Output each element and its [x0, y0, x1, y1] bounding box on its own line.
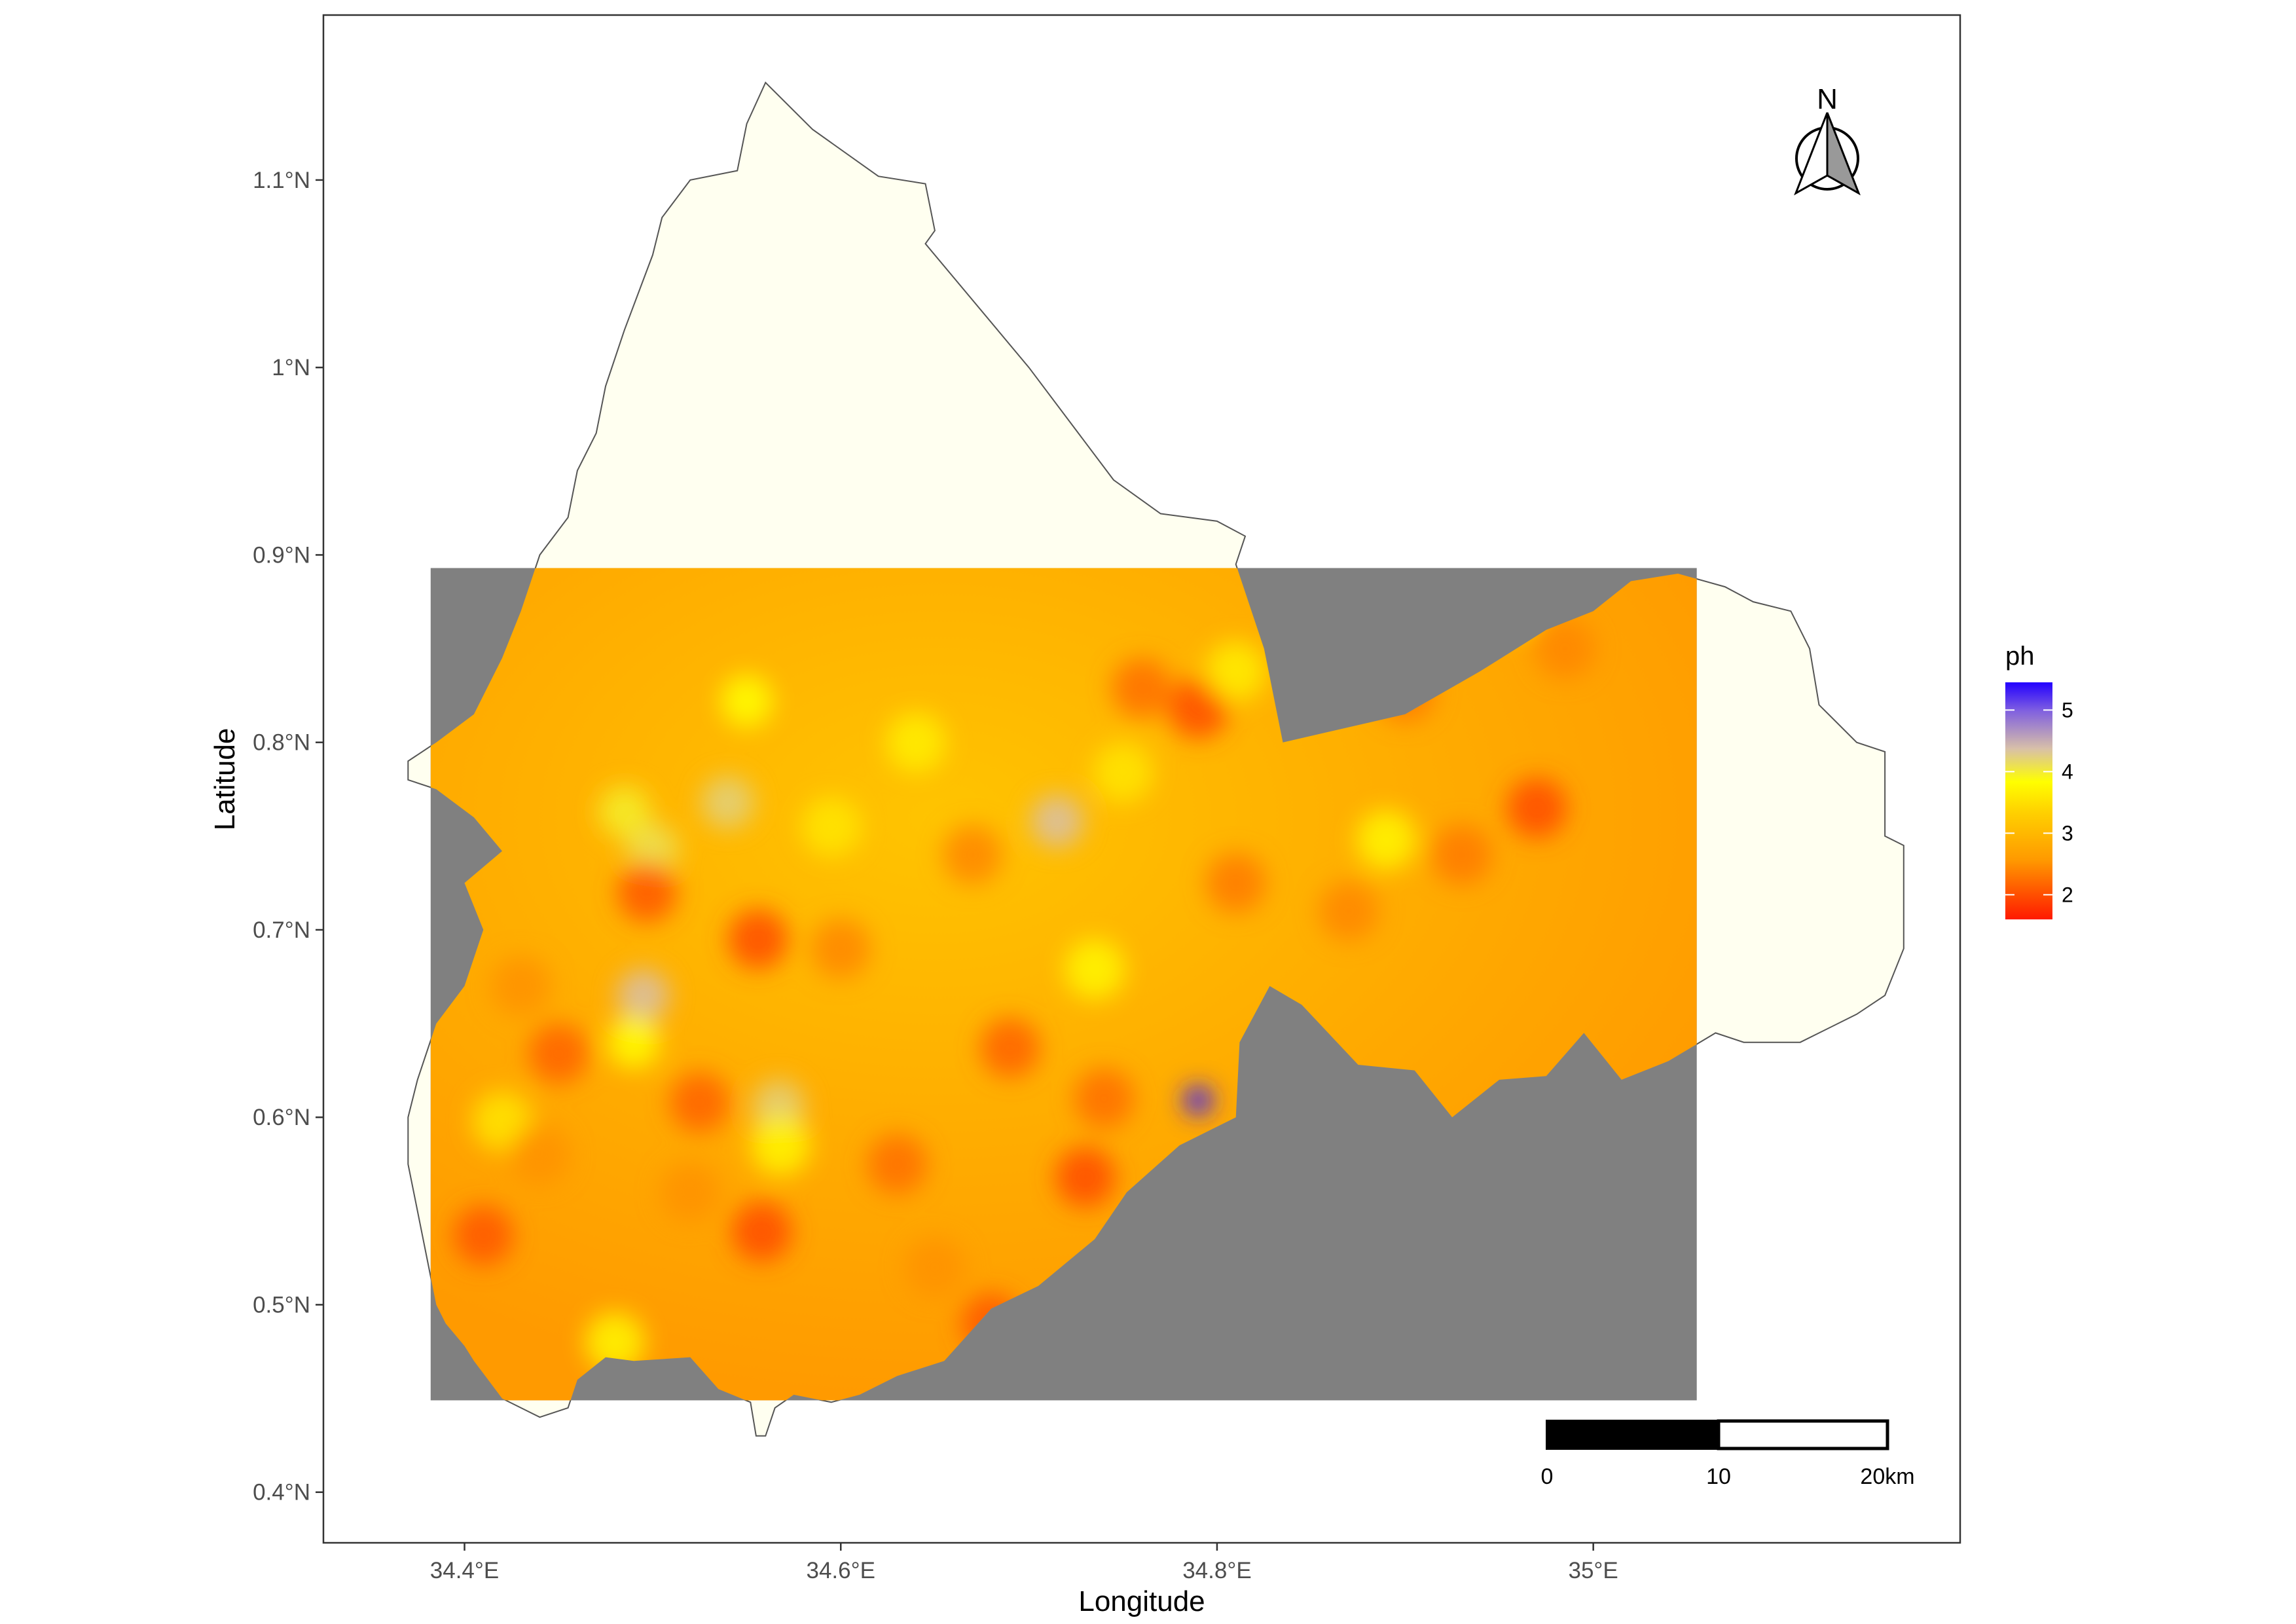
x-tick-label: 34.8°E: [1182, 1558, 1251, 1583]
y-tick-label: 0.8°N: [253, 730, 310, 756]
ph-hotspot: [1055, 1147, 1116, 1208]
ph-hotspot: [1184, 1086, 1213, 1115]
ph-hotspot: [979, 1018, 1040, 1079]
ph-hotspot: [1112, 657, 1172, 718]
ph-hotspot: [1506, 777, 1567, 838]
y-axis: 0.4°N 0.5°N 0.6°N 0.7°N 0.8°N 0.9°N 1°N 1.1°N: [253, 168, 323, 1505]
ph-hotspot: [585, 1312, 646, 1373]
y-tick-label: 0.7°N: [253, 917, 310, 943]
ph-hotspot: [1535, 618, 1595, 679]
ph-hotspot: [942, 824, 1003, 885]
ph-hotspot: [727, 909, 788, 970]
y-tick-label: 0.9°N: [253, 542, 310, 568]
y-tick-label: 0.4°N: [253, 1480, 310, 1505]
ph-hotspot: [1093, 742, 1154, 803]
ph-hotspot: [509, 1124, 570, 1185]
ph-hotspot: [1356, 809, 1417, 870]
legend-tick-label: 4: [2062, 760, 2073, 783]
ph-hotspot: [598, 785, 651, 838]
legend-tick-label: 5: [2062, 698, 2073, 722]
legend-colorbar: [2005, 682, 2052, 919]
ph-hotspot: [867, 1134, 928, 1194]
ph-hotspot: [1205, 853, 1266, 913]
ph-hotspot: [453, 1205, 514, 1266]
x-tick-label: 34.4°E: [430, 1558, 499, 1583]
ph-hotspot: [660, 1162, 721, 1223]
legend-ticks: 5 4 3 2: [2005, 698, 2073, 906]
north-arrow-label: N: [1817, 83, 1838, 115]
scale-label-0: 0: [1541, 1464, 1554, 1489]
ph-hotspot: [669, 1072, 730, 1133]
legend-tick-label: 2: [2062, 883, 2073, 906]
y-axis-title: Latitude: [209, 728, 241, 831]
ph-hotspot: [1168, 678, 1229, 739]
ph-hotspot: [701, 776, 754, 829]
ph-hotspot: [617, 862, 678, 923]
ph-hotspot: [731, 1201, 792, 1262]
y-tick-label: 0.5°N: [253, 1292, 310, 1318]
x-tick-label: 34.6°E: [806, 1558, 875, 1583]
ph-hotspot: [750, 1115, 811, 1176]
scale-label-20km: 20km: [1860, 1464, 1914, 1489]
ph-hotspot: [1205, 640, 1266, 701]
ph-hotspot: [1065, 939, 1125, 1000]
x-tick-label: 35°E: [1569, 1558, 1618, 1583]
ph-legend: ph 5 4 3 2: [2005, 642, 2073, 919]
scale-label-10: 10: [1706, 1464, 1731, 1489]
legend-tick-label: 3: [2062, 821, 2073, 845]
ph-hotspot: [801, 796, 862, 857]
y-tick-label: 0.6°N: [253, 1105, 310, 1130]
scale-bar-black-segment: [1546, 1420, 1720, 1450]
ph-hotspot: [720, 674, 773, 728]
ph-hotspot: [886, 712, 947, 773]
ph-hotspot: [1431, 824, 1492, 885]
ph-hotspot: [1319, 881, 1379, 942]
ph-hotspot: [608, 1016, 661, 1069]
ph-hotspot: [811, 918, 871, 979]
x-axis-title: Longitude: [1078, 1585, 1205, 1617]
compass-icon: [1794, 112, 1861, 196]
y-tick-label: 1°N: [272, 355, 310, 380]
legend-title: ph: [2005, 642, 2035, 671]
scale-bar-white-segment: [1717, 1419, 1889, 1450]
ph-hotspot: [626, 822, 679, 876]
ph-hotspot: [1030, 794, 1084, 847]
scale-bar: 0 10 20km: [1541, 1419, 1915, 1489]
ph-hotspot: [1074, 1068, 1135, 1129]
x-axis: 34.4°E 34.6°E 34.8°E 35°E: [430, 1543, 1618, 1583]
ph-hotspot: [904, 1237, 965, 1298]
plot-panel-border: [322, 14, 1961, 1544]
ph-hotspot: [617, 969, 670, 1022]
ph-hotspot: [490, 955, 551, 1016]
north-arrow: N: [1794, 83, 1861, 196]
ph-hotspot: [528, 1023, 589, 1084]
y-tick-label: 1.1°N: [253, 168, 310, 193]
